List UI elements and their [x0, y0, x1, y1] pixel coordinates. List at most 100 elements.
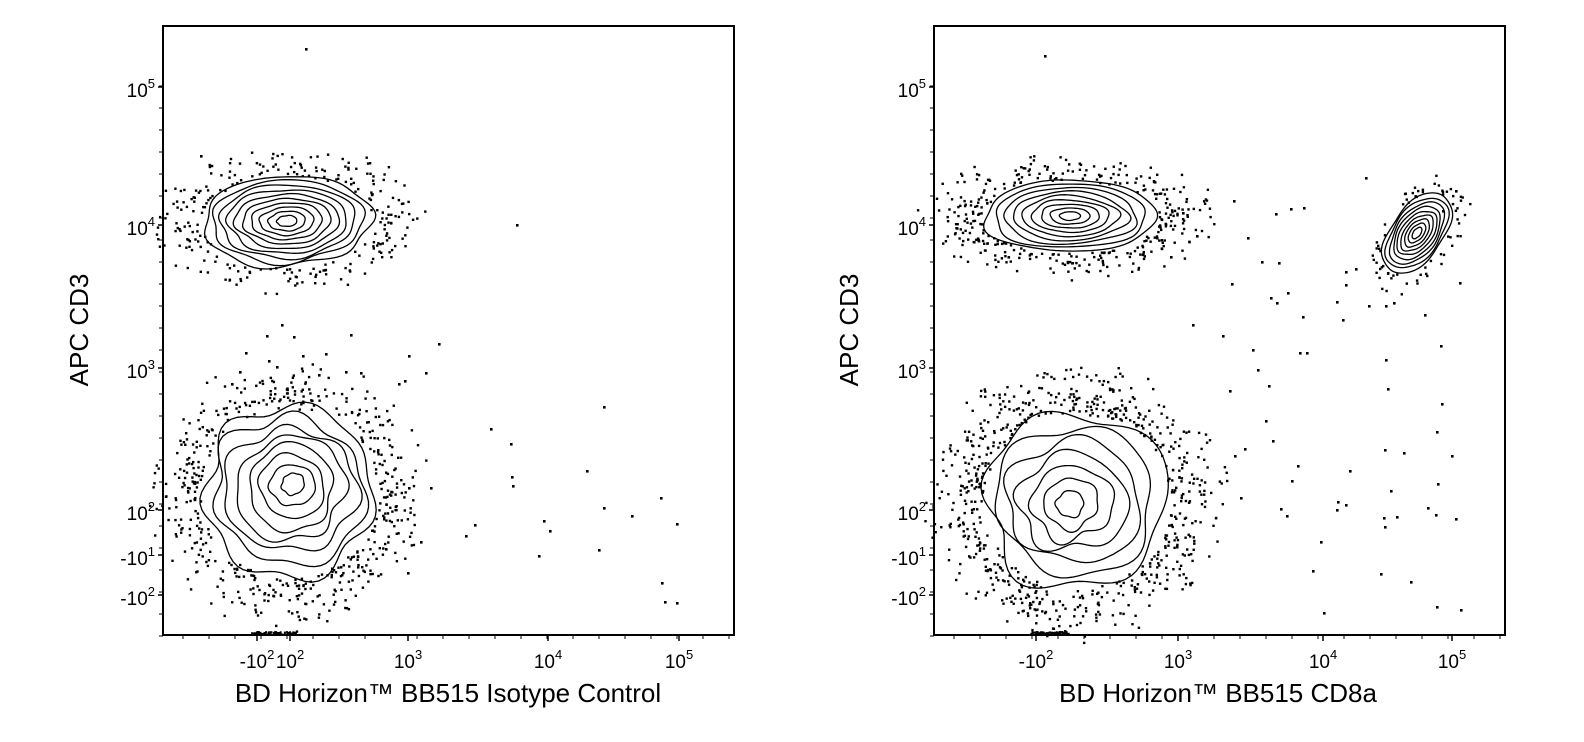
- event-dot: [1069, 624, 1072, 628]
- event-dot: [286, 584, 290, 587]
- edge-event-dot: [162, 100, 164, 103]
- event-dot: [288, 277, 292, 280]
- event-dot: [1069, 368, 1073, 371]
- event-dot: [190, 547, 194, 550]
- event-dot: [381, 217, 384, 220]
- edge-event-dot: [162, 422, 164, 425]
- event-dot: [356, 414, 360, 417]
- event-dot: [233, 567, 236, 571]
- event-dot: [1270, 297, 1273, 300]
- edge-event-dot: [933, 175, 935, 178]
- event-dot: [209, 536, 213, 539]
- event-dot: [295, 595, 299, 598]
- event-dot: [978, 455, 981, 459]
- event-dot: [1072, 595, 1075, 598]
- event-dot: [1158, 211, 1161, 214]
- event-dot: [1102, 263, 1105, 267]
- event-dot: [987, 421, 990, 424]
- event-dot: [345, 371, 348, 374]
- event-dot: [1015, 408, 1019, 411]
- event-dot: [155, 464, 158, 467]
- y-tick-base: 10: [127, 219, 148, 240]
- event-dot: [1137, 266, 1141, 270]
- event-dot: [386, 489, 390, 492]
- event-dot: [228, 400, 232, 403]
- event-dot: [1142, 184, 1146, 187]
- event-dot: [1091, 251, 1094, 255]
- event-dot: [1005, 261, 1008, 264]
- event-dot: [959, 489, 962, 492]
- event-dot: [260, 611, 263, 614]
- event-dot: [1049, 175, 1052, 178]
- event-dot: [228, 561, 231, 565]
- event-dot: [267, 593, 270, 597]
- event-dot: [1183, 257, 1187, 260]
- event-dot: [967, 430, 971, 433]
- contour-line: [980, 410, 1169, 589]
- event-dot: [314, 282, 317, 285]
- event-dot: [975, 173, 979, 176]
- event-dot: [966, 221, 969, 224]
- event-dot: [335, 178, 338, 181]
- event-dot: [190, 197, 193, 201]
- edge-event-dot: [162, 244, 164, 247]
- edge-event-dot: [162, 403, 164, 406]
- event-dot: [294, 581, 297, 585]
- edge-event-dot: [933, 200, 935, 203]
- event-dot: [965, 486, 969, 489]
- edge-event-dot: [274, 633, 277, 636]
- event-dot: [989, 576, 993, 580]
- event-dot: [226, 418, 230, 422]
- event-dot: [309, 392, 312, 395]
- event-dot: [986, 178, 990, 182]
- event-dot: [1134, 614, 1137, 617]
- event-dot: [975, 485, 978, 489]
- event-dot: [326, 620, 329, 623]
- y-tick-exponent: 5: [919, 76, 926, 91]
- event-dot: [183, 550, 187, 553]
- edge-event-dot: [289, 631, 292, 634]
- event-dot: [1437, 184, 1441, 187]
- event-dot: [197, 191, 201, 194]
- event-dot: [216, 585, 219, 588]
- event-dot: [362, 375, 365, 378]
- contour-line: [1380, 192, 1454, 274]
- event-dot: [963, 219, 966, 223]
- y-tick-base: 10: [127, 504, 148, 525]
- event-dot: [956, 181, 959, 184]
- event-dot: [253, 578, 256, 582]
- event-dot: [345, 397, 348, 400]
- event-dot: [1441, 190, 1445, 194]
- edge-event-dot: [162, 419, 164, 421]
- edge-event-dot: [1043, 633, 1046, 636]
- event-dot: [1014, 597, 1017, 600]
- event-dot: [1312, 570, 1315, 573]
- event-dot: [998, 396, 1001, 400]
- event-dot: [387, 205, 390, 208]
- event-dot: [287, 610, 291, 613]
- y-tick-label: -102: [891, 584, 926, 610]
- event-dot: [1085, 410, 1088, 413]
- event-dot: [275, 292, 279, 296]
- event-dot: [1155, 573, 1158, 577]
- x-tick-label: 105: [1438, 647, 1466, 673]
- event-dot: [1101, 408, 1105, 412]
- event-dot: [267, 599, 270, 603]
- event-dot: [425, 459, 428, 462]
- event-dot: [378, 509, 381, 512]
- event-dot: [253, 413, 256, 416]
- edge-event-dot: [251, 632, 254, 635]
- event-dot: [202, 465, 205, 469]
- event-dot: [1020, 176, 1024, 179]
- event-dot: [430, 487, 433, 490]
- event-dot: [251, 175, 254, 178]
- event-dot: [1126, 252, 1129, 255]
- event-dot: [191, 476, 194, 479]
- event-dot: [260, 171, 263, 174]
- edge-event-dot: [1059, 631, 1062, 634]
- event-dot: [243, 401, 247, 405]
- event-dot: [1164, 545, 1167, 548]
- event-dot: [321, 168, 324, 171]
- event-dot: [382, 547, 385, 550]
- y-tick-label: 103: [898, 357, 926, 383]
